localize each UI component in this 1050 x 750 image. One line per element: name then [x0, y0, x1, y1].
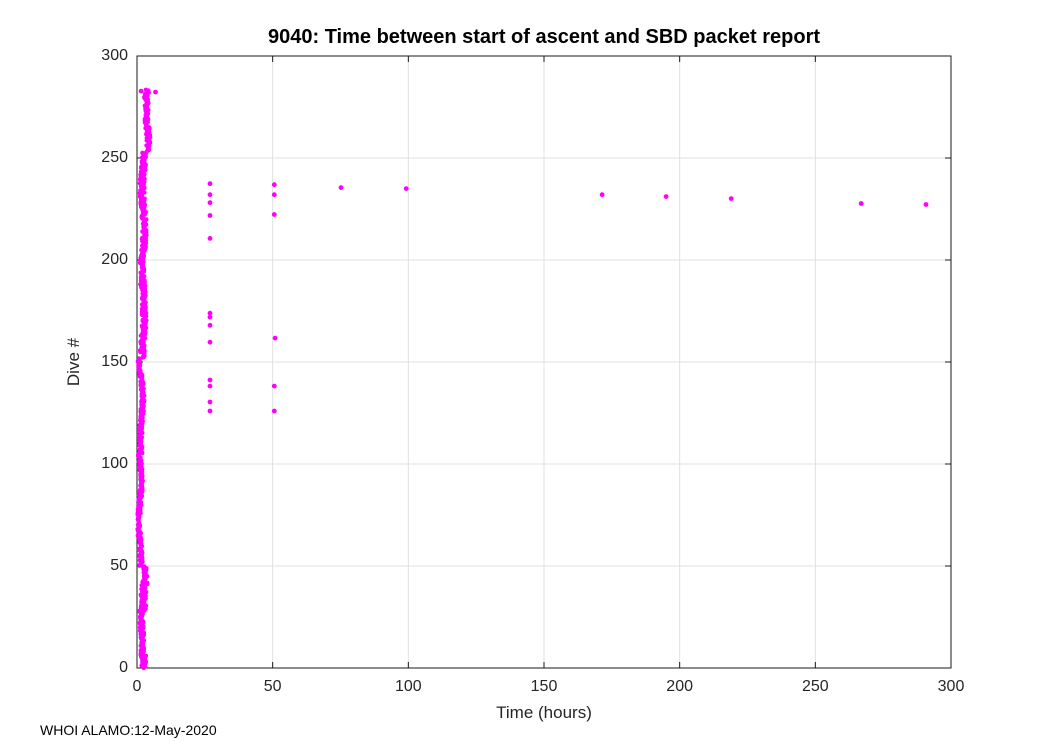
- x-axis-label: Time (hours): [496, 703, 592, 722]
- data-point: [207, 383, 213, 389]
- x-tick-label: 50: [263, 678, 282, 695]
- data-point: [143, 87, 148, 92]
- y-tick-label: 100: [101, 455, 128, 472]
- y-tick-label: 250: [101, 149, 128, 166]
- data-point: [663, 194, 669, 200]
- data-point: [858, 201, 864, 206]
- watermark-text: WHOI ALAMO:12-May-2020: [40, 722, 217, 738]
- y-tick-label: 150: [101, 353, 128, 370]
- data-point: [207, 314, 213, 320]
- scatter-points: [135, 87, 929, 671]
- y-tick-label: 0: [119, 659, 128, 676]
- data-point: [207, 200, 213, 206]
- x-tick-label: 150: [530, 678, 558, 695]
- data-point: [138, 88, 144, 94]
- data-point: [207, 322, 213, 328]
- data-point: [137, 356, 142, 361]
- x-tick-label: 0: [132, 678, 142, 695]
- x-tick-label: 200: [666, 678, 694, 695]
- data-point: [207, 310, 213, 316]
- data-point: [338, 185, 344, 191]
- data-point: [136, 609, 142, 614]
- data-point: [207, 192, 213, 198]
- x-tick-label: 250: [801, 678, 829, 695]
- y-tick-label: 200: [101, 251, 128, 268]
- data-point: [271, 182, 277, 188]
- y-axis-label: Dive #: [64, 337, 83, 387]
- data-point: [207, 408, 213, 414]
- data-point: [207, 399, 213, 405]
- data-point: [207, 339, 213, 345]
- data-point: [923, 202, 929, 207]
- data-point: [599, 192, 605, 198]
- data-point: [144, 653, 149, 658]
- x-tick-label: 300: [937, 678, 965, 695]
- data-point: [272, 335, 278, 341]
- chart-title: 9040: Time between start of ascent and S…: [267, 26, 821, 48]
- y-tick-label: 300: [101, 47, 128, 64]
- data-point: [140, 150, 145, 155]
- data-point: [271, 408, 277, 414]
- data-point: [207, 181, 213, 187]
- data-point: [403, 186, 409, 192]
- data-point: [207, 377, 213, 383]
- data-point: [207, 236, 213, 241]
- data-point: [728, 196, 734, 202]
- data-point: [271, 192, 277, 198]
- data-point: [153, 89, 158, 95]
- x-tick-label: 100: [394, 678, 422, 695]
- data-point: [271, 383, 277, 389]
- y-tick-label: 50: [110, 557, 128, 574]
- data-point: [271, 212, 277, 217]
- data-point: [207, 213, 213, 218]
